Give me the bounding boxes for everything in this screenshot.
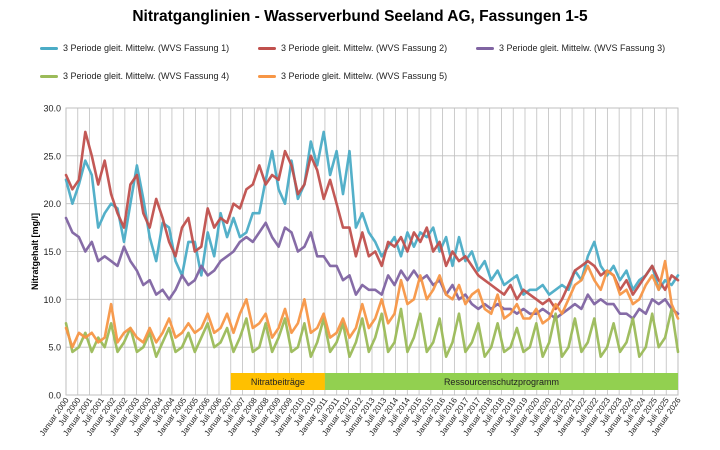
legend-swatch <box>40 75 58 79</box>
period-band-label: Nitratbeiträge <box>251 377 305 387</box>
legend-swatch <box>258 75 276 79</box>
y-tick-label: 20.0 <box>43 199 61 209</box>
y-tick-label: 5.0 <box>48 343 61 353</box>
legend-swatch <box>258 47 276 51</box>
y-tick-label: 10.0 <box>43 295 61 305</box>
chart-legend: 3 Periode gleit. Mittelw. (WVS Fassung 1… <box>0 40 720 90</box>
y-tick-label: 25.0 <box>43 151 61 161</box>
y-axis-label: Nitratgehalt [mg/l] <box>30 213 40 290</box>
period-band-label: Ressourcenschutzprogramm <box>444 377 559 387</box>
series-line-4 <box>64 307 680 358</box>
series-line-2 <box>64 130 680 311</box>
series-line-3 <box>64 216 680 320</box>
y-tick-label: 30.0 <box>43 104 61 114</box>
legend-label: 3 Periode gleit. Mittelw. (WVS Fassung 5… <box>281 71 448 81</box>
y-tick-label: 0.0 <box>48 391 61 401</box>
legend-item-4: 3 Periode gleit. Mittelw. (WVS Fassung 4… <box>40 71 229 81</box>
chart-title: Nitratganglinien - Wasserverbund Seeland… <box>132 8 588 25</box>
legend-label: 3 Periode gleit. Mittelw. (WVS Fassung 4… <box>63 71 230 81</box>
period-band-1 <box>230 373 325 390</box>
series-line-1 <box>64 130 680 296</box>
legend-item-1: 3 Periode gleit. Mittelw. (WVS Fassung 1… <box>40 43 229 53</box>
legend-swatch <box>476 47 494 51</box>
legend-label: 3 Periode gleit. Mittelw. (WVS Fassung 2… <box>281 43 448 53</box>
legend-item-5: 3 Periode gleit. Mittelw. (WVS Fassung 5… <box>258 71 447 81</box>
legend-label: 3 Periode gleit. Mittelw. (WVS Fassung 1… <box>63 43 230 53</box>
period-band-2 <box>324 373 678 390</box>
legend-item-2: 3 Periode gleit. Mittelw. (WVS Fassung 2… <box>258 43 447 53</box>
legend-label: 3 Periode gleit. Mittelw. (WVS Fassung 3… <box>499 43 666 53</box>
legend-item-3: 3 Periode gleit. Mittelw. (WVS Fassung 3… <box>476 43 665 53</box>
series-line-5 <box>64 259 680 349</box>
y-tick-label: 15.0 <box>43 247 61 257</box>
legend-swatch <box>40 47 58 51</box>
